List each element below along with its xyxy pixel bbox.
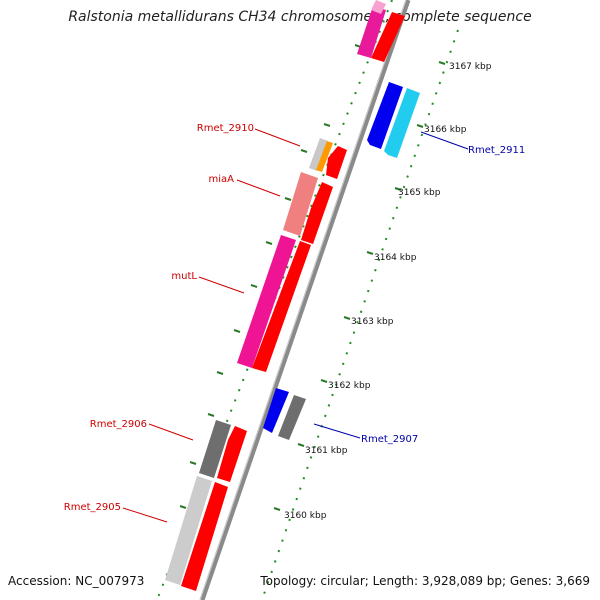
scale-label-3163: 3163 kbp <box>351 317 394 327</box>
scale-label-3162: 3162 kbp <box>328 381 371 391</box>
gene-mutL-red <box>252 241 311 372</box>
scale-label-3160: 3160 kbp <box>284 511 327 521</box>
gene-rmet2910-gray <box>309 138 328 171</box>
gene-label-rmet2906[interactable]: Rmet_2906 <box>90 419 147 430</box>
gene-rmet2906-red <box>217 426 247 482</box>
gene-mutL-magenta <box>237 235 296 368</box>
outer-major-ticks <box>179 44 362 509</box>
gene-miaA-red <box>301 182 333 244</box>
gene-label-mutL[interactable]: mutL <box>171 271 197 282</box>
inner-tick-ring <box>261 29 459 600</box>
gene-rmet2911-blue <box>367 82 403 149</box>
scale-label-3165: 3165 kbp <box>398 188 441 198</box>
label-leader-lines <box>122 128 469 523</box>
gene-rmet2910-orange <box>316 141 333 172</box>
gene-label-rmet2907[interactable]: Rmet_2907 <box>361 434 418 445</box>
chromosome-backbone-highlight <box>199 0 407 600</box>
gene-label-rmet2911[interactable]: Rmet_2911 <box>468 145 525 156</box>
gene-top-red <box>371 12 405 62</box>
gene-rmet2906-darkgray <box>199 420 231 478</box>
gene-rmet2905-red <box>181 482 228 591</box>
gene-rmet2911-cyan <box>384 88 420 158</box>
sequence-summary: Topology: circular; Length: 3,928,089 bp… <box>260 574 590 588</box>
scale-label-3167: 3167 kbp <box>449 62 492 72</box>
map-title: Ralstonia metallidurans CH34 chromosome … <box>68 9 532 25</box>
gene-rmet2907-darkgray <box>278 395 306 440</box>
chromosome-backbone <box>199 0 411 600</box>
gene-top-magenta <box>357 6 386 58</box>
gene-miaA-salmon <box>283 172 318 236</box>
gene-label-rmet2910[interactable]: Rmet_2910 <box>197 123 254 134</box>
gene-top-pink <box>371 0 386 14</box>
scale-label-3164: 3164 kbp <box>374 253 417 263</box>
gene-rmet2905-lightgray <box>165 476 212 585</box>
gene-label-rmet2905[interactable]: Rmet_2905 <box>64 502 121 513</box>
gene-rmet2910-red <box>326 146 347 179</box>
accession-label: Accession: NC_007973 <box>8 574 145 588</box>
gene-label-miaA[interactable]: miaA <box>209 174 235 185</box>
gene-rmet2907-blue <box>263 388 289 433</box>
inner-major-ticks <box>273 61 446 511</box>
scale-label-3161: 3161 kbp <box>305 446 348 456</box>
scale-label-3166: 3166 kbp <box>424 125 467 135</box>
